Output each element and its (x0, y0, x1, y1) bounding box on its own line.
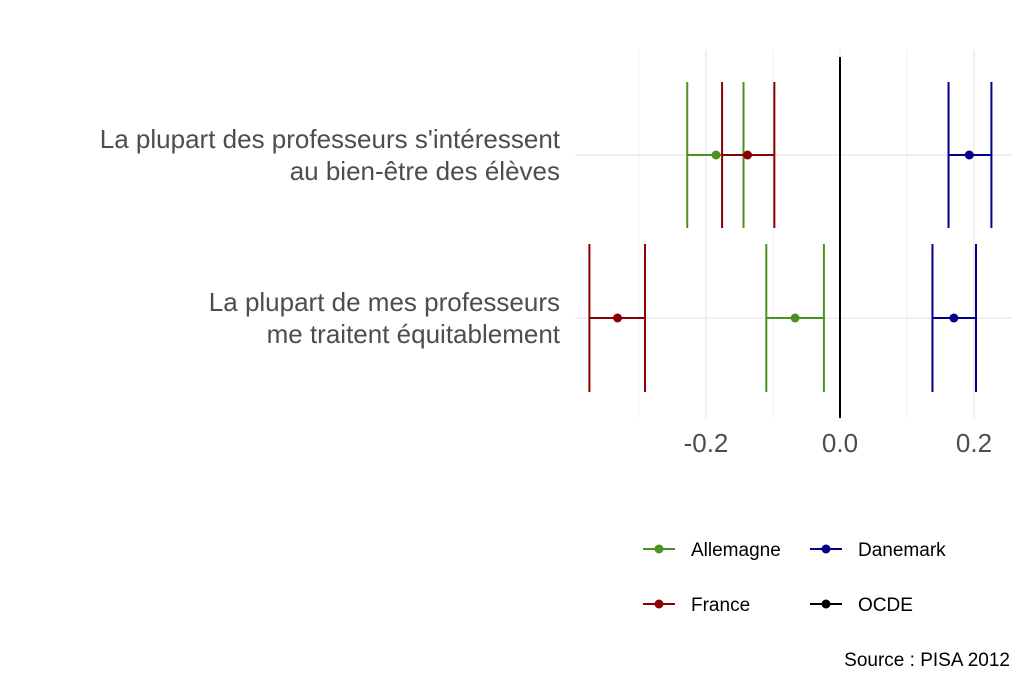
legend-label: OCDE (858, 595, 913, 616)
data-point (711, 150, 721, 160)
legend-item: Allemagne (643, 540, 781, 561)
error-bar (588, 244, 647, 392)
data-point (790, 313, 800, 323)
category-label: au bien-être des élèves (290, 156, 560, 186)
error-bars (588, 82, 993, 392)
grid-lines (575, 50, 1012, 418)
legend-key-point (654, 599, 664, 609)
legend-label: Danemark (858, 540, 946, 561)
error-bar (765, 244, 825, 392)
caption: Source : PISA 2012 (844, 650, 1010, 671)
legend-key-point (821, 599, 831, 609)
legend-key-point (821, 544, 831, 554)
category-labels: La plupart des professeurs s'intéressent… (100, 124, 561, 349)
data-point (949, 313, 959, 323)
x-tick-label: 0.0 (822, 428, 858, 458)
legend-item: France (643, 595, 750, 616)
data-point (743, 150, 753, 160)
error-bar (931, 244, 978, 392)
data-point (964, 150, 974, 160)
legend: Allemagne Danemark France OCDE (643, 540, 946, 616)
legend-key-point (654, 544, 664, 554)
error-bar (721, 82, 776, 228)
category-label: La plupart de mes professeurs (209, 287, 560, 317)
category-label: me traitent équitablement (267, 319, 561, 349)
category-label: La plupart des professeurs s'intéressent (100, 124, 561, 154)
error-bar (947, 82, 993, 228)
x-tick-label: 0.2 (956, 428, 992, 458)
legend-item: Danemark (810, 540, 946, 561)
x-axis-ticks: -0.2 0.0 0.2 (684, 428, 992, 458)
legend-label: France (691, 595, 750, 616)
data-point (613, 313, 623, 323)
legend-item: OCDE (810, 595, 913, 616)
legend-label: Allemagne (691, 540, 781, 561)
x-tick-label: -0.2 (684, 428, 729, 458)
